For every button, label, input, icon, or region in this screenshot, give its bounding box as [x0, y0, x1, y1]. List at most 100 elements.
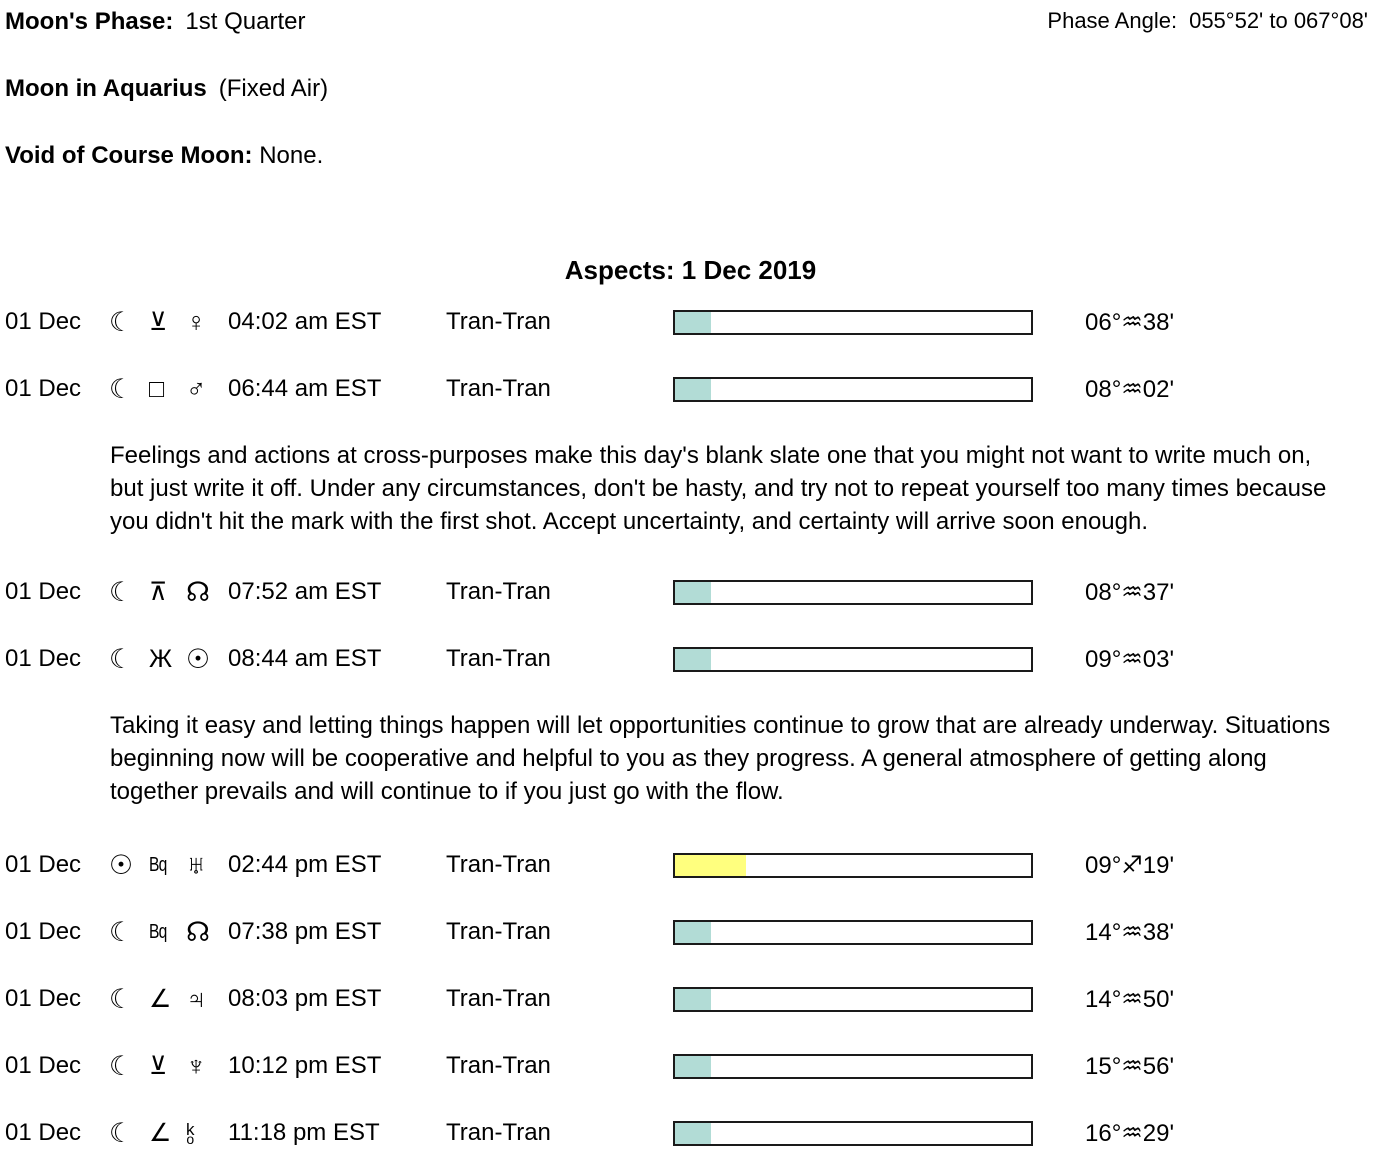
venus-icon: ♀ [186, 306, 207, 337]
chiron-icon-top: k [186, 1120, 195, 1140]
void-of-course-value: None. [259, 142, 324, 169]
orb-progress-bar [673, 852, 1033, 878]
orb-progress-fill [675, 648, 711, 670]
aspect-description: Feelings and actions at cross-purposes m… [110, 442, 1327, 535]
phase-angle-value: 055°52' to 067°08' [1189, 8, 1368, 33]
aspect-date: 01 Dec [5, 985, 82, 1012]
aspect-position: 08°♒37' [1085, 578, 1175, 606]
semi-sextile-icon: ⊻ [149, 1051, 168, 1080]
aspect-type: Tran-Tran [446, 1119, 551, 1146]
phase-angle-label: Phase Angle: [1047, 8, 1178, 33]
semi-square-icon: ∠ [149, 984, 172, 1013]
moon-icon: ☾ [109, 643, 134, 674]
aspect-date: 01 Dec [5, 1052, 82, 1079]
jupiter-icon: ♃ [186, 983, 207, 1014]
aspect-time: 10:12 pm EST [228, 1052, 382, 1079]
mars-icon: ♂ [186, 373, 207, 404]
void-of-course-label: Void of Course Moon: [5, 142, 253, 169]
biquintile-label: Bq [149, 920, 167, 943]
aspect-time: 04:02 am EST [228, 308, 382, 335]
orb-progress-fill [675, 988, 711, 1010]
orb-progress-bar [673, 579, 1033, 605]
orb-progress-bar [673, 646, 1033, 672]
aspect-date: 01 Dec [5, 578, 82, 605]
aspect-time: 07:52 am EST [228, 578, 382, 605]
moon-sign-note: (Fixed Air) [218, 75, 329, 102]
aspect-position: 09°♐19' [1085, 851, 1175, 879]
quincunx-icon: ⊼ [149, 577, 168, 606]
aspect-time: 11:18 pm EST [228, 1119, 380, 1146]
aspect-row: 01 Dec ☉ Bq ♅ 02:44 pm EST Tran-Tran 09°… [5, 848, 1376, 882]
uranus-icon: ♅ [186, 849, 207, 880]
moon-icon: ☾ [109, 373, 134, 404]
aspect-type: Tran-Tran [446, 1052, 551, 1079]
orb-progress-fill [675, 854, 747, 876]
aspect-date: 01 Dec [5, 851, 82, 878]
aspect-row: 01 Dec ☾ ⊻ ♆ 10:12 pm EST Tran-Tran 15°♒… [5, 1049, 1376, 1083]
aspect-row: 01 Dec ☾ ⊼ ☊ 07:52 am EST Tran-Tran 08°♒… [5, 575, 1376, 609]
aspect-date: 01 Dec [5, 308, 82, 335]
aspect-row: 01 Dec ☾ ⊻ ♀ 04:02 am EST Tran-Tran 06°♒… [5, 305, 1376, 339]
aspect-position: 14°♒38' [1085, 918, 1175, 946]
aspect-type: Tran-Tran [446, 308, 551, 335]
moon-icon: ☾ [109, 983, 134, 1014]
aspect-time: 02:44 pm EST [228, 851, 382, 878]
orb-progress-fill [675, 1122, 711, 1144]
aspect-type: Tran-Tran [446, 578, 551, 605]
moons-phase-line: Moon's Phase: 1st Quarter [5, 8, 1376, 35]
moon-icon: ☾ [109, 1117, 134, 1148]
void-of-course-line: Void of Course Moon: None. [5, 142, 1376, 169]
chiron-icon-bottom: o [186, 1131, 195, 1148]
biquintile-label: Bq [149, 853, 167, 876]
aspect-type: Tran-Tran [446, 375, 551, 402]
aspect-type: Tran-Tran [446, 985, 551, 1012]
moon-icon: ☾ [109, 1050, 134, 1081]
aspect-type: Tran-Tran [446, 851, 551, 878]
orb-progress-bar [673, 919, 1033, 945]
aspect-position: 14°♒50' [1085, 985, 1175, 1013]
north-node-icon: ☊ [186, 916, 210, 947]
orb-progress-bar [673, 1053, 1033, 1079]
moon-icon: ☾ [109, 576, 134, 607]
orb-progress-bar [673, 1120, 1033, 1146]
aspect-position: 09°♒03' [1085, 645, 1175, 673]
orb-progress-bar [673, 376, 1033, 402]
aspect-row: 01 Dec ☾ Ж ☉ 08:44 am EST Tran-Tran 09°♒… [5, 642, 1376, 676]
aspect-date: 01 Dec [5, 645, 82, 672]
sextile-icon: Ж [149, 644, 173, 673]
aspect-type: Tran-Tran [446, 645, 551, 672]
aspect-time: 06:44 am EST [228, 375, 382, 402]
moon-icon: ☾ [109, 306, 134, 337]
aspect-date: 01 Dec [5, 1119, 82, 1146]
aspect-time: 07:38 pm EST [228, 918, 382, 945]
orb-progress-fill [675, 311, 711, 333]
aspect-row: 01 Dec ☾ □ ♂ 06:44 am EST Tran-Tran 08°♒… [5, 372, 1376, 406]
orb-progress-fill [675, 1055, 711, 1077]
aspect-date: 01 Dec [5, 375, 82, 402]
aspect-position: 08°♒02' [1085, 375, 1175, 403]
aspect-row: 01 Dec ☾ Bq ☊ 07:38 pm EST Tran-Tran 14°… [5, 915, 1376, 949]
aspect-row: 01 Dec ☾ ∠ ♃ 08:03 pm EST Tran-Tran 14°♒… [5, 982, 1376, 1016]
aspects-title: Aspects: 1 Dec 2019 [564, 255, 817, 285]
sun-icon: ☉ [186, 643, 211, 674]
neptune-icon: ♆ [186, 1050, 207, 1081]
semi-square-icon: ∠ [149, 1118, 172, 1147]
moon-icon: ☾ [109, 916, 134, 947]
moons-phase-value: 1st Quarter [185, 8, 306, 35]
moon-sign-line: Moon in Aquarius (Fixed Air) [5, 75, 1376, 102]
aspect-description: Taking it easy and letting things happen… [110, 712, 1331, 805]
orb-progress-bar [673, 309, 1033, 335]
aspect-position: 06°♒38' [1085, 308, 1175, 336]
orb-progress-bar [673, 986, 1033, 1012]
aspect-position: 16°♒29' [1085, 1119, 1175, 1147]
orb-progress-fill [675, 581, 711, 603]
sun-icon: ☉ [109, 849, 134, 880]
semi-sextile-icon: ⊻ [149, 307, 168, 336]
aspect-date: 01 Dec [5, 918, 82, 945]
orb-progress-fill [675, 921, 711, 943]
north-node-icon: ☊ [186, 576, 210, 607]
orb-progress-fill [675, 378, 711, 400]
moons-phase-label: Moon's Phase: [5, 8, 174, 35]
